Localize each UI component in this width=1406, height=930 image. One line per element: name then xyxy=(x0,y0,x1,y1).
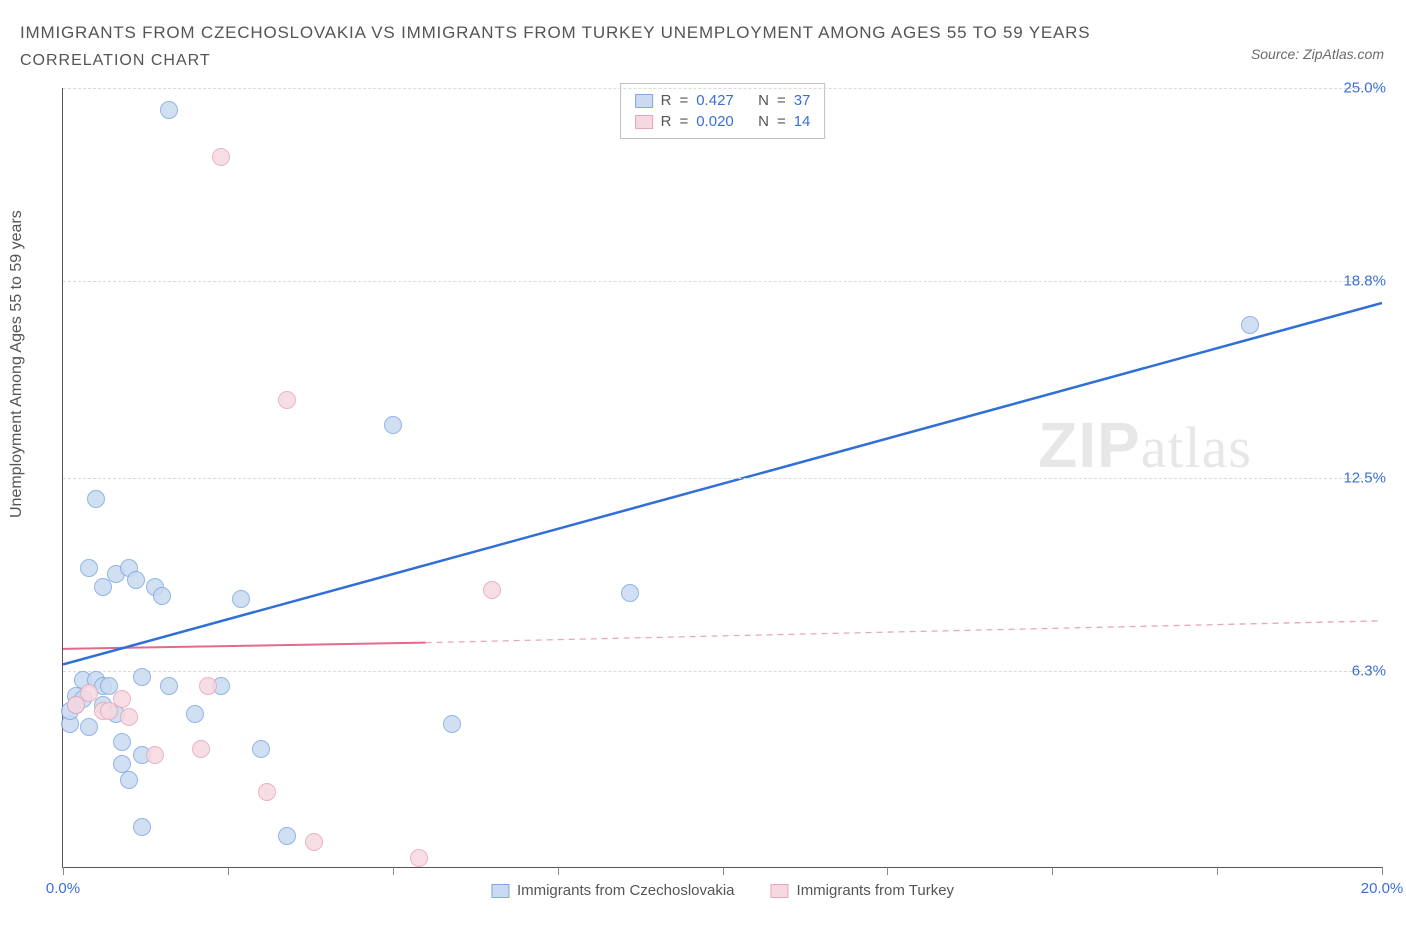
x-tick xyxy=(1382,867,1383,875)
r-value-series-0: 0.427 xyxy=(696,92,734,109)
data-point-series-1 xyxy=(278,391,296,409)
data-point-series-0 xyxy=(120,771,138,789)
gridline-h xyxy=(63,478,1382,479)
r-label: R xyxy=(661,113,672,130)
series-legend: Immigrants from Czechoslovakia Immigrant… xyxy=(491,882,954,899)
data-point-series-1 xyxy=(146,746,164,764)
data-point-series-1 xyxy=(113,690,131,708)
plot-area: ZIPatlas R = 0.427 N = 37 R = 0.020 N = xyxy=(62,88,1382,868)
data-point-series-0 xyxy=(384,416,402,434)
data-point-series-0 xyxy=(133,818,151,836)
gridline-h xyxy=(63,88,1382,89)
stats-row-series-1: R = 0.020 N = 14 xyxy=(635,111,811,132)
data-point-series-1 xyxy=(192,740,210,758)
data-point-series-1 xyxy=(305,833,323,851)
data-point-series-0 xyxy=(186,705,204,723)
data-point-series-0 xyxy=(87,490,105,508)
data-point-series-0 xyxy=(252,740,270,758)
legend-item-series-1: Immigrants from Turkey xyxy=(771,882,955,899)
data-point-series-1 xyxy=(199,677,217,695)
gridline-h xyxy=(63,671,1382,672)
data-point-series-1 xyxy=(483,581,501,599)
chart-subtitle: CORRELATION CHART xyxy=(20,52,1386,70)
swatch-series-1 xyxy=(635,115,653,129)
data-point-series-0 xyxy=(443,715,461,733)
y-tick-label: 25.0% xyxy=(1343,80,1386,97)
data-point-series-0 xyxy=(160,101,178,119)
data-point-series-0 xyxy=(80,559,98,577)
n-label: N xyxy=(758,92,769,109)
chart-container: Unemployment Among Ages 55 to 59 years Z… xyxy=(18,88,1388,868)
data-point-series-0 xyxy=(278,827,296,845)
y-tick-label: 12.5% xyxy=(1343,469,1386,486)
series-0-name: Immigrants from Czechoslovakia xyxy=(517,882,735,899)
n-value-series-1: 14 xyxy=(794,113,811,130)
x-tick-label: 0.0% xyxy=(46,880,80,897)
x-tick xyxy=(393,867,394,875)
data-point-series-0 xyxy=(621,584,639,602)
data-point-series-1 xyxy=(120,708,138,726)
series-1-name: Immigrants from Turkey xyxy=(797,882,955,899)
source-name: ZipAtlas.com xyxy=(1303,46,1384,62)
data-point-series-1 xyxy=(258,783,276,801)
equals-sign: = xyxy=(777,113,786,130)
x-tick xyxy=(1217,867,1218,875)
x-tick xyxy=(63,867,64,875)
r-label: R xyxy=(661,92,672,109)
r-value-series-1: 0.020 xyxy=(696,113,734,130)
x-tick xyxy=(228,867,229,875)
gridline-h xyxy=(63,281,1382,282)
data-point-series-0 xyxy=(133,668,151,686)
source-prefix: Source: xyxy=(1251,46,1303,62)
trend-line xyxy=(63,303,1382,664)
stats-row-series-0: R = 0.427 N = 37 xyxy=(635,90,811,111)
x-tick xyxy=(1052,867,1053,875)
data-point-series-0 xyxy=(160,677,178,695)
data-point-series-0 xyxy=(127,571,145,589)
swatch-series-1 xyxy=(771,884,789,898)
data-point-series-0 xyxy=(113,733,131,751)
stats-legend: R = 0.427 N = 37 R = 0.020 N = 14 xyxy=(620,83,826,139)
chart-title: IMMIGRANTS FROM CZECHOSLOVAKIA VS IMMIGR… xyxy=(20,20,1386,46)
data-point-series-0 xyxy=(153,587,171,605)
equals-sign: = xyxy=(777,92,786,109)
equals-sign: = xyxy=(679,92,688,109)
x-tick-label: 20.0% xyxy=(1361,880,1404,897)
y-axis-label: Unemployment Among Ages 55 to 59 years xyxy=(8,210,26,518)
y-tick-label: 6.3% xyxy=(1352,662,1386,679)
data-point-series-1 xyxy=(212,148,230,166)
trend-line xyxy=(426,621,1382,643)
y-tick-label: 18.8% xyxy=(1343,273,1386,290)
n-value-series-0: 37 xyxy=(794,92,811,109)
legend-item-series-0: Immigrants from Czechoslovakia xyxy=(491,882,735,899)
data-point-series-0 xyxy=(232,590,250,608)
n-label: N xyxy=(758,113,769,130)
trend-line xyxy=(63,643,426,649)
data-point-series-0 xyxy=(80,718,98,736)
swatch-series-0 xyxy=(635,94,653,108)
x-tick xyxy=(887,867,888,875)
x-tick xyxy=(723,867,724,875)
swatch-series-0 xyxy=(491,884,509,898)
x-tick xyxy=(558,867,559,875)
data-point-series-1 xyxy=(80,684,98,702)
data-point-series-0 xyxy=(1241,316,1259,334)
data-point-series-1 xyxy=(410,849,428,867)
source-citation: Source: ZipAtlas.com xyxy=(1251,46,1384,62)
watermark: ZIPatlas xyxy=(1038,408,1252,482)
equals-sign: = xyxy=(679,113,688,130)
